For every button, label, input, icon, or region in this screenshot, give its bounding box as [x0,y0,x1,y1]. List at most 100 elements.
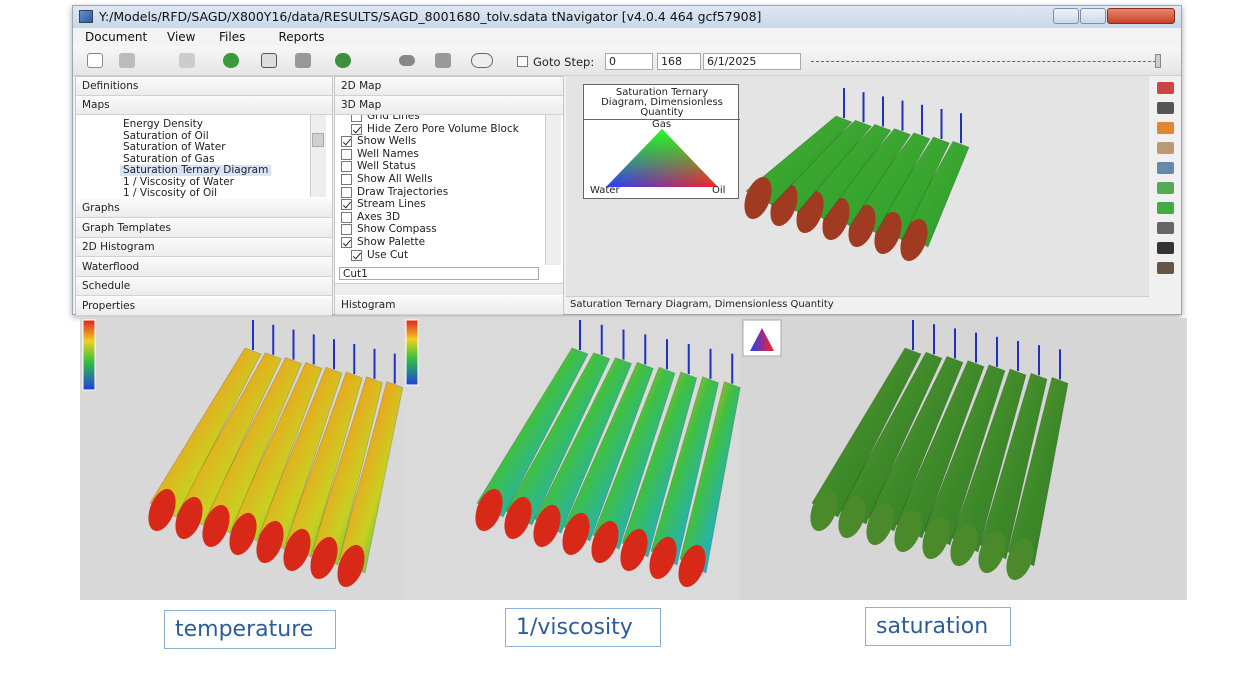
slab-cap [591,520,619,564]
close-button[interactable] [1107,8,1175,24]
slab-cap [148,488,176,532]
checkbox[interactable] [341,174,352,185]
time-slider[interactable] [811,61,1161,64]
panel-section[interactable]: Definitions [76,77,332,96]
option-label[interactable]: Show Palette [357,236,426,248]
option-label[interactable]: Use Cut [367,248,409,261]
checkbox[interactable] [341,199,352,211]
map-item[interactable]: Saturation of Water [123,141,226,153]
side-tool[interactable] [1157,222,1174,234]
map-item[interactable]: Saturation of Oil [123,129,209,142]
slab-cap [649,536,677,580]
panel-section[interactable]: Schedule [76,277,332,297]
side-tool[interactable] [1157,82,1174,94]
panel-section[interactable]: Properties [76,297,332,316]
option-label[interactable]: Draw Trajectories [357,185,449,198]
tool-button[interactable] [435,53,451,68]
slab-cap [866,502,894,546]
side-tool[interactable] [1157,202,1174,214]
option-label[interactable]: Show All Wells [357,173,433,185]
checkbox[interactable] [341,148,352,160]
goto-checkbox[interactable] [517,56,528,67]
map-item[interactable]: Energy Density [123,118,204,130]
map-list: Energy Density Saturation of Oil Saturatio… [76,115,332,199]
slab-cap [475,488,503,532]
tool-button[interactable] [119,53,135,68]
option-label[interactable]: Stream Lines [357,198,426,211]
date-field[interactable]: 6/1/2025 [703,53,801,70]
slab-cap [256,520,284,564]
caption: 1/viscosity [505,608,661,647]
minimize-button[interactable] [1053,8,1079,24]
step-to[interactable]: 168 [657,53,701,70]
map-item[interactable]: 1 / Viscosity of Water [123,175,234,188]
status-bar: Saturation Ternary Diagram, Dimensionles… [566,296,1149,314]
scrollbar [310,115,326,197]
slider-handle[interactable] [1155,54,1161,68]
panel-section[interactable]: Maps [76,96,332,115]
panel-section[interactable]: 2D Histogram [76,238,332,258]
checkbox[interactable] [341,136,352,148]
checkbox[interactable] [351,123,362,135]
tool-button[interactable] [295,53,311,68]
slab-cap [810,488,838,532]
checkbox[interactable] [341,161,352,173]
option-label[interactable]: Grid Lines [367,115,420,122]
app-icon [79,10,93,23]
option-label[interactable]: Show Wells [357,135,417,148]
menu-item[interactable]: Document [85,30,148,44]
3d-view: Saturation Ternary Diagram, Dimensionles… [566,76,1149,314]
side-tool[interactable] [1157,182,1174,194]
menu-item[interactable]: Files [219,30,246,44]
checkbox[interactable] [341,224,352,236]
map-item[interactable]: Saturation Ternary Diagram [120,165,272,176]
slab-cap [337,544,365,588]
legend-water: Water [590,185,620,196]
checkbox[interactable] [351,115,362,122]
side-tool[interactable] [1157,142,1174,154]
slab-cap [950,523,978,567]
scroll-thumb[interactable] [312,133,324,147]
title-bar: Y:/Models/RFD/SAGD/X800Y16/data/RESULTS/… [73,6,1181,28]
stop-button[interactable] [471,53,493,68]
option-label[interactable]: Well Status [357,160,416,173]
side-tool[interactable] [1157,122,1174,134]
option-label[interactable]: Hide Zero Pore Volume Block [367,122,519,135]
side-tool[interactable] [1157,242,1174,254]
panel-tab[interactable]: 2D Map [335,77,563,96]
side-tool[interactable] [1157,102,1174,114]
menu-item[interactable]: Reports [278,30,325,44]
tool-button[interactable] [335,53,351,68]
menu-item[interactable]: View [167,30,196,44]
side-tool[interactable] [1157,262,1174,274]
side-tool[interactable] [1157,162,1174,174]
slab-cap [175,496,203,540]
option-label[interactable]: Well Names [357,147,419,160]
save-button[interactable] [261,53,277,68]
maximize-button[interactable] [1080,8,1106,24]
refresh-button[interactable] [223,53,239,68]
option-label[interactable]: Axes 3D [357,210,401,223]
checkbox[interactable] [351,249,362,261]
map-item[interactable]: Saturation of Gas [123,152,215,165]
panel-tab[interactable]: 3D Map [335,96,563,115]
left-panel: Definitions Maps Energy Density Saturation … [75,76,333,316]
step-from[interactable]: 0 [605,53,653,70]
panel-section[interactable]: Graphs [76,199,332,218]
checkbox[interactable] [341,186,352,198]
slab-cap [744,176,772,220]
option-label[interactable]: Show Compass [357,223,437,236]
panel-footer[interactable]: Histogram [335,296,563,315]
slab-cap [504,496,532,540]
panel-section[interactable]: Graph Templates [76,218,332,238]
map-item[interactable]: 1 / Viscosity of Oil [123,187,218,199]
checkbox[interactable] [341,211,352,223]
panel-section[interactable]: Waterflood [76,257,332,277]
cut-select[interactable]: Cut1 [339,267,539,280]
new-button[interactable] [87,53,103,68]
tool-button[interactable] [399,55,415,66]
slab-cap [978,530,1006,574]
tool-button[interactable] [179,53,195,68]
option-list: Grid Lines Hide Zero Pore Volume Block Sho… [335,115,563,265]
checkbox[interactable] [341,237,352,248]
